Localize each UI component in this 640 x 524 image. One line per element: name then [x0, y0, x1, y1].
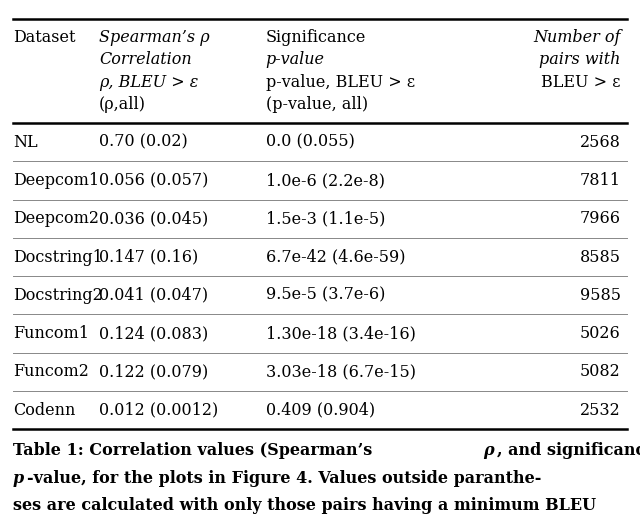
Text: 0.036 (0.045): 0.036 (0.045) [99, 210, 209, 227]
Text: ses are calculated with only those pairs having a minimum BLEU: ses are calculated with only those pairs… [13, 497, 596, 514]
Text: Table 1: Correlation values (Spearman’s: Table 1: Correlation values (Spearman’s [13, 442, 378, 459]
Text: Docstring1: Docstring1 [13, 248, 102, 266]
Text: Deepcom2: Deepcom2 [13, 210, 99, 227]
Text: 0.409 (0.904): 0.409 (0.904) [266, 401, 375, 419]
Text: Codenn: Codenn [13, 401, 75, 419]
Text: -value, for the plots in Figure 4. Values outside paranthe-: -value, for the plots in Figure 4. Value… [28, 470, 541, 486]
Text: 0.70 (0.02): 0.70 (0.02) [99, 134, 188, 151]
Text: p: p [13, 470, 24, 486]
Text: Number of: Number of [533, 29, 621, 46]
Text: , and significance,: , and significance, [497, 442, 640, 459]
Text: 1.0e-6 (2.2e-8): 1.0e-6 (2.2e-8) [266, 172, 385, 189]
Text: ρ: ρ [484, 442, 494, 459]
Text: 0.056 (0.057): 0.056 (0.057) [99, 172, 209, 189]
Text: 0.147 (0.16): 0.147 (0.16) [99, 248, 198, 266]
Text: Dataset: Dataset [13, 29, 76, 46]
Text: 7966: 7966 [580, 210, 621, 227]
Text: 5026: 5026 [580, 325, 621, 342]
Text: 9585: 9585 [580, 287, 621, 304]
Text: pairs with: pairs with [540, 51, 621, 68]
Text: p-value: p-value [266, 51, 324, 68]
Text: 3.03e-18 (6.7e-15): 3.03e-18 (6.7e-15) [266, 363, 415, 380]
Text: BLEU > ε: BLEU > ε [541, 74, 621, 91]
Text: 0.041 (0.047): 0.041 (0.047) [99, 287, 209, 304]
Text: (ρ,all): (ρ,all) [99, 96, 146, 113]
Text: Funcom1: Funcom1 [13, 325, 89, 342]
Text: 6.7e-42 (4.6e-59): 6.7e-42 (4.6e-59) [266, 248, 405, 266]
Text: 2532: 2532 [580, 401, 621, 419]
Text: Funcom2: Funcom2 [13, 363, 89, 380]
Text: 1.30e-18 (3.4e-16): 1.30e-18 (3.4e-16) [266, 325, 415, 342]
Text: Docstring2: Docstring2 [13, 287, 102, 304]
Text: (p-value, all): (p-value, all) [266, 96, 368, 113]
Text: p-value, BLEU > ε: p-value, BLEU > ε [266, 74, 415, 91]
Text: NL: NL [13, 134, 37, 151]
Text: 2568: 2568 [580, 134, 621, 151]
Text: 0.0 (0.055): 0.0 (0.055) [266, 134, 355, 151]
Text: 7811: 7811 [580, 172, 621, 189]
Text: 0.122 (0.079): 0.122 (0.079) [99, 363, 209, 380]
Text: 0.124 (0.083): 0.124 (0.083) [99, 325, 209, 342]
Text: 8585: 8585 [580, 248, 621, 266]
Text: Correlation: Correlation [99, 51, 192, 68]
Text: Spearman’s ρ: Spearman’s ρ [99, 29, 210, 46]
Text: 5082: 5082 [580, 363, 621, 380]
Text: 9.5e-5 (3.7e-6): 9.5e-5 (3.7e-6) [266, 287, 385, 304]
Text: Significance: Significance [266, 29, 366, 46]
Text: 0.012 (0.0012): 0.012 (0.0012) [99, 401, 218, 419]
Text: ρ, BLEU > ε: ρ, BLEU > ε [99, 74, 198, 91]
Text: Deepcom1: Deepcom1 [13, 172, 99, 189]
Text: 1.5e-3 (1.1e-5): 1.5e-3 (1.1e-5) [266, 210, 385, 227]
